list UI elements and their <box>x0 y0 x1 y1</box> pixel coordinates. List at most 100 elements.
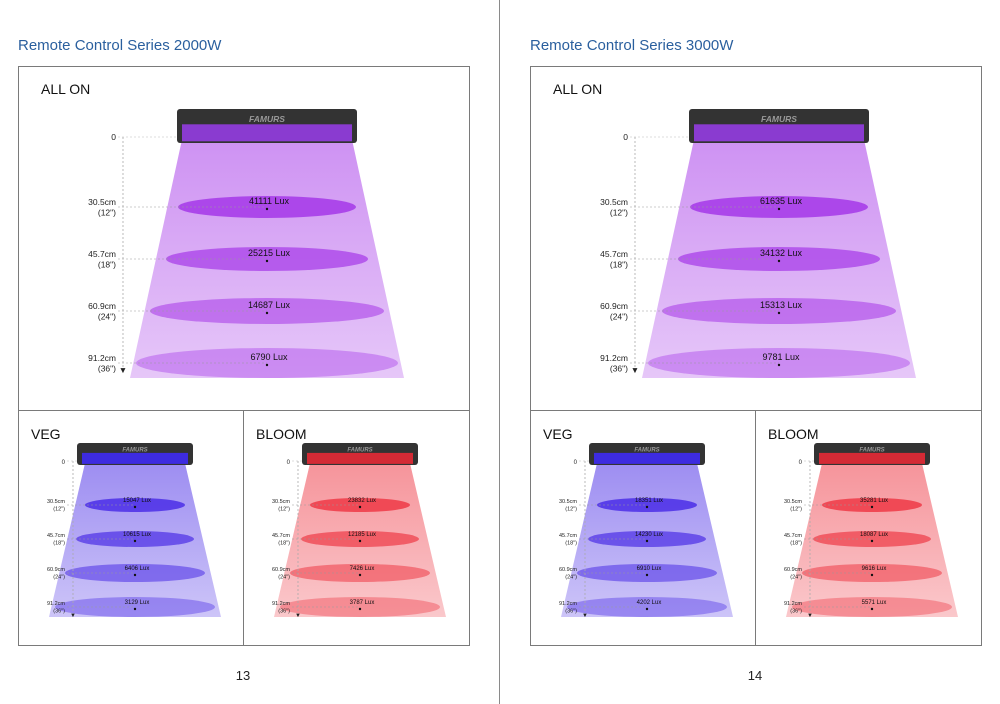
brand-logo: FAMURS <box>634 447 659 453</box>
measurement-point <box>265 207 269 211</box>
lux-reading: 4202 Lux <box>637 600 662 606</box>
distance-inch-label: (36") <box>610 364 628 374</box>
lux-reading: 12185 Lux <box>348 532 376 538</box>
measurement-point <box>265 363 269 367</box>
mode-label: ALL ON <box>553 81 603 97</box>
measurement-point <box>358 505 362 509</box>
measurement-point <box>265 259 269 263</box>
page-number: 14 <box>747 668 763 683</box>
distance-cm-label: 30.5cm <box>784 499 802 505</box>
distance-inch-label: (12") <box>610 208 628 218</box>
page-title: Remote Control Series 2000W <box>18 37 222 54</box>
measurement-point <box>777 311 781 315</box>
distance-zero-label: 0 <box>287 460 291 466</box>
measurement-plane <box>76 531 194 547</box>
distance-inch-label: (18") <box>610 260 628 270</box>
brand-logo: FAMURS <box>761 114 797 124</box>
lux-reading: 9781 Lux <box>762 352 800 362</box>
diagram-box-all-on: ALL ON FAMURS ▼ 0 30.5cm (12") 41111 Lux 45.7c… <box>18 66 470 412</box>
lux-reading: 35281 Lux <box>860 498 888 504</box>
light-distribution-diagram: FAMURS ▼ 0 30.5cm (12") 35281 Lux 45.7cm (18") 1… <box>784 443 958 619</box>
distance-cm-label: 91.2cm <box>88 353 116 363</box>
measurement-point <box>133 505 137 509</box>
distance-cm-label: 45.7cm <box>600 249 628 259</box>
led-array <box>307 452 413 464</box>
diagram-box-veg: VEG FAMURS ▼ 0 30.5cm (12") 15047 Lux 45.7cm (1… <box>18 410 244 646</box>
lux-reading: 6406 Lux <box>125 566 150 572</box>
distance-cm-label: 30.5cm <box>88 197 116 207</box>
diagram-box-veg: VEG FAMURS ▼ 0 30.5cm (12") 18351 Lux 45.7cm (1… <box>530 410 756 646</box>
mode-label: VEG <box>31 426 61 442</box>
measurement-point <box>133 573 137 577</box>
led-array <box>819 452 925 464</box>
distance-inch-label: (12") <box>565 507 577 513</box>
measurement-point <box>358 607 362 611</box>
measurement-point <box>133 607 137 611</box>
axis-arrow-icon: ▼ <box>295 613 301 619</box>
lux-reading: 15047 Lux <box>123 498 151 504</box>
distance-cm-label: 91.2cm <box>272 601 290 607</box>
page-divider <box>499 0 500 704</box>
lux-reading: 61635 Lux <box>760 196 803 206</box>
distance-inch-label: (18") <box>278 541 290 547</box>
measurement-plane <box>813 531 931 547</box>
distance-zero-label: 0 <box>623 132 628 142</box>
measurement-plane <box>65 564 205 582</box>
distance-inch-label: (24") <box>565 575 577 581</box>
lux-reading: 7426 Lux <box>350 566 375 572</box>
distance-zero-label: 0 <box>111 132 116 142</box>
distance-cm-label: 45.7cm <box>784 533 802 539</box>
brand-logo: FAMURS <box>859 447 884 453</box>
distance-inch-label: (36") <box>278 609 290 615</box>
axis-arrow-icon: ▼ <box>807 613 813 619</box>
measurement-plane <box>85 498 185 512</box>
distance-cm-label: 60.9cm <box>88 301 116 311</box>
measurement-point <box>645 505 649 509</box>
lux-reading: 3129 Lux <box>125 600 150 606</box>
measurement-plane <box>792 597 952 617</box>
measurement-point <box>870 539 874 543</box>
lux-reading: 23832 Lux <box>348 498 376 504</box>
distance-zero-label: 0 <box>574 460 578 466</box>
lux-reading: 14230 Lux <box>635 532 663 538</box>
distance-inch-label: (12") <box>98 208 116 218</box>
distance-inch-label: (24") <box>790 575 802 581</box>
mode-label: BLOOM <box>256 426 307 442</box>
distance-inch-label: (24") <box>278 575 290 581</box>
measurement-plane <box>310 498 410 512</box>
lux-reading: 34132 Lux <box>760 248 803 258</box>
distance-cm-label: 60.9cm <box>600 301 628 311</box>
led-array <box>594 452 700 464</box>
measurement-point <box>645 539 649 543</box>
lux-reading: 14687 Lux <box>248 300 291 310</box>
distance-inch-label: (18") <box>790 541 802 547</box>
measurement-plane <box>280 597 440 617</box>
distance-cm-label: 30.5cm <box>47 499 65 505</box>
measurement-point <box>870 505 874 509</box>
distance-cm-label: 91.2cm <box>600 353 628 363</box>
measurement-plane <box>597 498 697 512</box>
light-distribution-diagram: FAMURS ▼ 0 30.5cm(12") 61635 Lux 45.7cm(18") 3… <box>600 109 916 378</box>
distance-cm-label: 45.7cm <box>88 249 116 259</box>
distance-inch-label: (36") <box>98 364 116 374</box>
brand-logo: FAMURS <box>347 447 372 453</box>
lux-reading: 15313 Lux <box>760 300 803 310</box>
distance-inch-label: (18") <box>98 260 116 270</box>
measurement-point <box>358 573 362 577</box>
distance-zero-label: 0 <box>62 460 66 466</box>
distance-cm-label: 60.9cm <box>47 567 65 573</box>
distance-inch-label: (36") <box>565 609 577 615</box>
distance-inch-label: (24") <box>53 575 65 581</box>
distance-inch-label: (12") <box>278 507 290 513</box>
lux-reading: 25215 Lux <box>248 248 291 258</box>
lux-reading: 9616 Lux <box>862 566 887 572</box>
distance-cm-label: 60.9cm <box>272 567 290 573</box>
axis-arrow-icon: ▼ <box>582 613 588 619</box>
measurement-plane <box>588 531 706 547</box>
distance-inch-label: (12") <box>790 507 802 513</box>
distance-zero-label: 0 <box>799 460 803 466</box>
measurement-point <box>870 573 874 577</box>
led-array <box>694 124 864 142</box>
distance-cm-label: 91.2cm <box>47 601 65 607</box>
distance-cm-label: 60.9cm <box>784 567 802 573</box>
